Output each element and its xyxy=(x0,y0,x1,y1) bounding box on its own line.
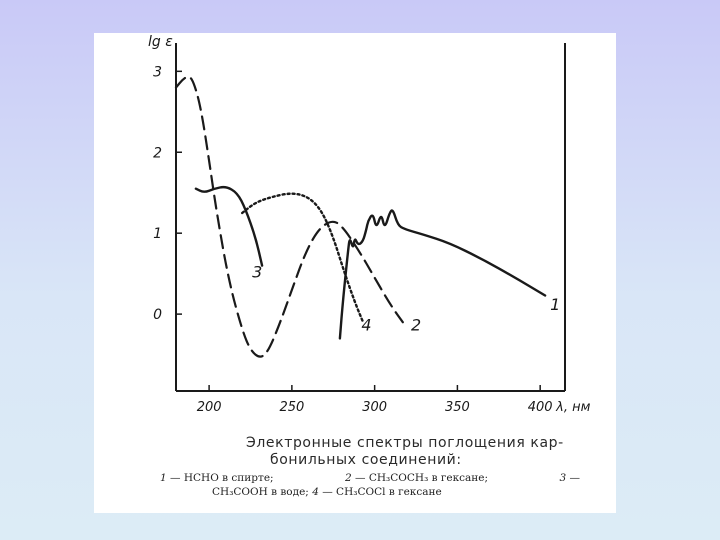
chart-labels: 1 2 3 4 xyxy=(252,263,560,335)
legend-number-2: 2 xyxy=(344,472,352,484)
legend-text-2: — CH₃COCH₃ в гексане; xyxy=(355,472,489,484)
y-axis-label: lg ε xyxy=(148,34,173,50)
figure-caption-title: Электронные спектры поглощения кар- бони… xyxy=(246,435,586,469)
caption-legend-row-2: CH₃COOH в воде; 4 — CH₃COCl в гексане xyxy=(160,485,580,499)
y-tick-label: 2 xyxy=(153,145,162,161)
absorption-spectra-chart: 3 2 1 0 lg ε 200 250 300 350 400 λ, нм 1 2 3 4 xyxy=(148,34,591,415)
x-tick-label: 250 xyxy=(279,400,304,415)
legend-entry-1: 1 — HCHO в спирте; xyxy=(160,471,274,485)
y-tick-label: 3 xyxy=(153,64,162,80)
caption-title-line-1: Электронные спектры поглощения кар- xyxy=(246,435,564,451)
curve-label-4: 4 xyxy=(361,315,371,334)
legend-text-3-continued: CH₃COOH в воде; xyxy=(212,486,309,498)
y-tick-label: 0 xyxy=(153,307,162,323)
x-tick-label: 300 xyxy=(362,400,387,415)
y-tick-label: 1 xyxy=(153,226,162,242)
chart-curves xyxy=(174,75,547,358)
x-tick-label: 200 xyxy=(197,400,222,415)
caption-legend-row-1: 1 — HCHO в спирте; 2 — CH₃COCH₃ в гексан… xyxy=(160,471,580,485)
legend-number-3: 3 xyxy=(559,472,567,484)
legend-entry-3: 3 — xyxy=(559,471,580,485)
legend-entry-4: 4 — CH₃COCl в гексане xyxy=(312,486,442,498)
series-line-3 xyxy=(194,185,264,267)
slide-panel: 3 2 1 0 lg ε 200 250 300 350 400 λ, нм 1 2 3 4 Электр… xyxy=(94,33,616,513)
series-line-1 xyxy=(338,209,547,340)
legend-text-3: — xyxy=(569,472,581,484)
x-tick-label: 400 xyxy=(528,400,553,415)
curve-label-1: 1 xyxy=(550,295,560,314)
legend-text-1: — HCHO в спирте; xyxy=(170,472,274,484)
legend-number-4: 4 xyxy=(312,486,319,498)
legend-entry-2: 2 — CH₃COCH₃ в гексане; xyxy=(345,471,488,485)
legend-text-4: — CH₃COCl в гексане xyxy=(322,486,442,498)
series-line-2 xyxy=(174,75,404,358)
legend-number-1: 1 xyxy=(160,472,167,484)
x-tick-label: 350 xyxy=(445,400,470,415)
curve-label-2: 2 xyxy=(411,315,421,334)
curve-label-3: 3 xyxy=(252,263,262,282)
chart-axes: 3 2 1 0 lg ε 200 250 300 350 400 λ, нм xyxy=(148,34,591,415)
x-axis-label: λ, нм xyxy=(555,400,590,415)
series-line-4 xyxy=(241,192,365,324)
figure-caption-legend: 1 — HCHO в спирте; 2 — CH₃COCH₃ в гексан… xyxy=(160,471,580,499)
caption-title-line-2: бонильных соединений: xyxy=(270,452,462,468)
